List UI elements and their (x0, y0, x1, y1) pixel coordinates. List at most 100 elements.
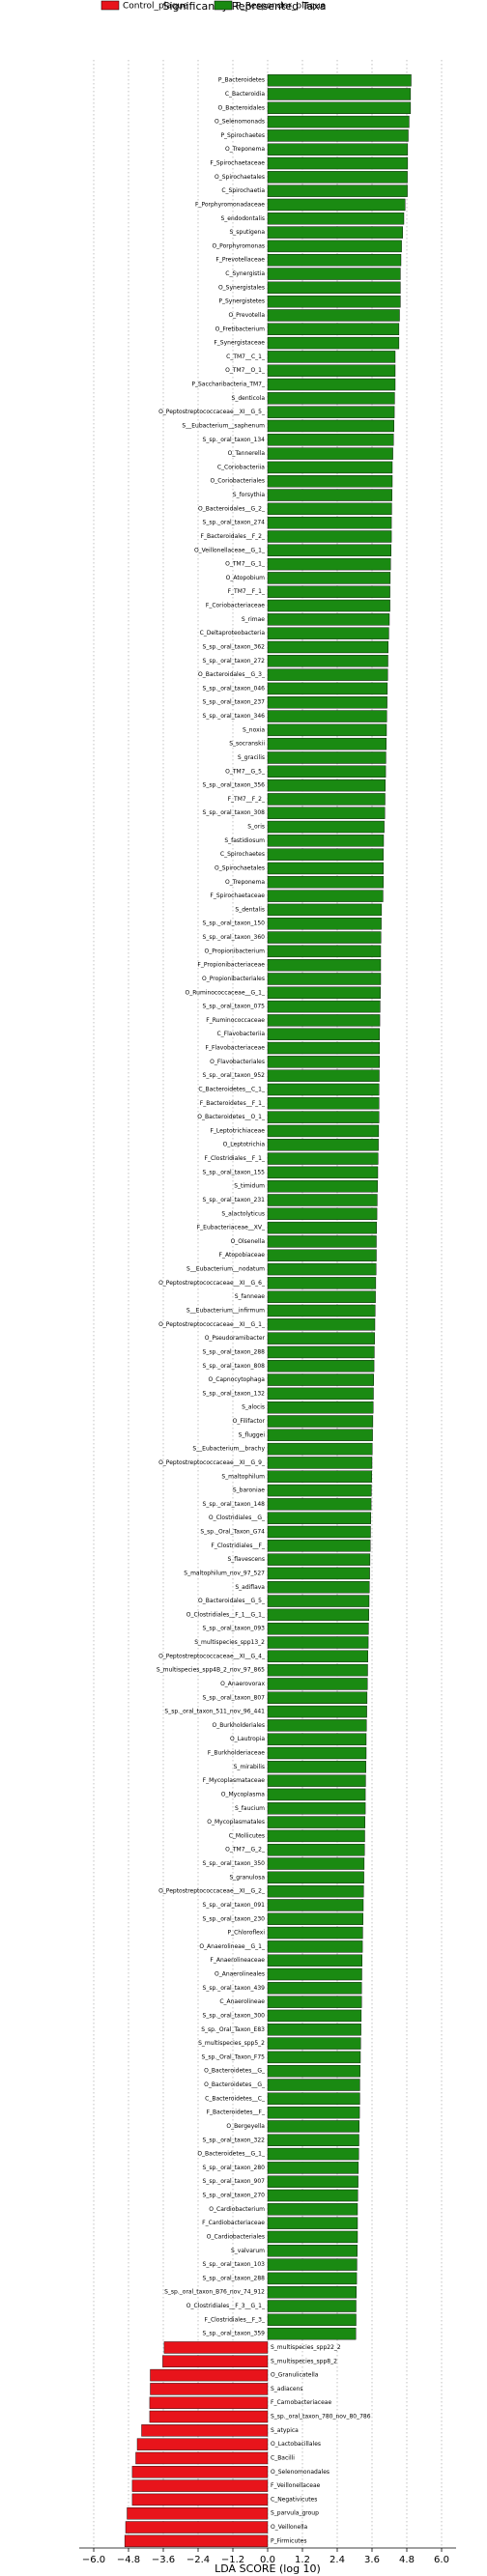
bar (163, 2341, 269, 2354)
bar (267, 1940, 363, 1953)
bar (267, 351, 396, 363)
bar (267, 336, 400, 350)
bar (267, 862, 384, 875)
bar-label: P_Spirochaetes (220, 132, 265, 139)
bar (267, 1843, 365, 1856)
bar-label: P_Synergistetes (218, 298, 265, 305)
bar-label: S_multispecies_spp22_2 (271, 2344, 341, 2351)
bar-label: S_sp._Oral_Taxon_E83 (201, 2026, 265, 2033)
bar (267, 1111, 380, 1123)
bar (267, 945, 382, 958)
bar (267, 1373, 375, 1386)
bar-label: S_timidum (234, 1183, 265, 1190)
bar (267, 903, 383, 917)
bar (267, 682, 388, 695)
bar-label: O_Lautropia (230, 1736, 265, 1742)
bar (267, 1829, 365, 1843)
bar (267, 1401, 374, 1414)
bar (267, 585, 390, 598)
x-tick-label: 3.6 (364, 2555, 380, 2565)
bar (267, 737, 387, 750)
bar-label: S_alactolyticus (221, 1210, 265, 1217)
bar (267, 1277, 377, 1289)
bar-label: S__Eubacterium__nodatum (186, 1266, 265, 1273)
bar (267, 1996, 362, 2008)
x-tick-label: −6.0 (82, 2555, 105, 2565)
bar (267, 1774, 366, 1787)
bar-label: S_valvarum (231, 2248, 265, 2254)
bar (267, 1139, 379, 1151)
bar (267, 2106, 360, 2119)
bar (267, 655, 388, 667)
bar (267, 1899, 364, 1911)
bar (267, 101, 412, 114)
bar (267, 723, 387, 737)
bar-label: S_sp._oral_taxon_091 (203, 1902, 266, 1909)
bar-label: S_sp._oral_taxon_350 (203, 1860, 266, 1867)
bar (267, 778, 387, 792)
bar-label: O_Bacteroidales__G_5_ (198, 1598, 266, 1604)
bar (150, 2383, 269, 2395)
bar (267, 2037, 361, 2050)
bar-label: S_multispecies_spp4B_2_nov_97_865 (157, 1667, 265, 1674)
bar (267, 378, 396, 391)
bar-label: O_Bacteroidales__G_2_ (198, 505, 266, 512)
bar (267, 73, 412, 87)
bar (267, 447, 393, 460)
bar-label: O_Pseudoramibacter (205, 1335, 266, 1342)
bar-label: P_Firmicutes (271, 2537, 306, 2544)
bar (267, 2024, 361, 2036)
bar-label: S_sp._oral_taxon_288 (203, 2275, 266, 2281)
bar (267, 2300, 357, 2312)
bar (267, 1884, 364, 1898)
x-tick-label: 6.0 (434, 2555, 449, 2565)
bar-label: O_Bacteroidales (217, 104, 265, 111)
bar (267, 2203, 358, 2216)
bar-label: F_Mycoplasmataceae (203, 1777, 266, 1784)
bar-label: F_Atopobiaceae (219, 1252, 266, 1259)
bar (267, 1470, 372, 1483)
bar (131, 2479, 269, 2492)
bar-label: S_fanneae (235, 1293, 266, 1300)
bar-label: C_Bacteroidia (225, 91, 265, 98)
bar-label: O_Propionibacteriales (202, 976, 265, 982)
bar (267, 2258, 358, 2271)
bar-label: O_Anaerolineae__G_1_ (199, 1943, 266, 1950)
bar-label: S_sp._oral_taxon_274 (203, 520, 266, 526)
bar-label: O_Veillonella (271, 2524, 308, 2531)
bar-label: F_Flavobacteriaceae (206, 1045, 266, 1052)
bar-label: C_TM7__C_1_ (226, 354, 266, 360)
bar-label: S_mirabilis (234, 1764, 265, 1770)
bar-label: O_Peptostreptococcaceae__XI__G_5_ (158, 409, 266, 415)
bar-label: O_Treponema (225, 879, 265, 886)
bar-label: S_sp._oral_taxon_780_nov_80_786 (271, 2414, 371, 2420)
bar-label: O_Bacteroidetes__O_1_ (197, 1114, 266, 1120)
bar (267, 1000, 381, 1013)
bar (267, 406, 395, 418)
bar (267, 516, 392, 529)
bar-label: S_sp._oral_taxon_148 (203, 1501, 266, 1508)
bar (267, 613, 390, 626)
bar (267, 2162, 359, 2174)
bar (267, 1954, 363, 1967)
bar-label: S_sp._oral_taxon_150 (203, 920, 266, 927)
bar (267, 1028, 381, 1040)
bar (267, 295, 401, 308)
bar (267, 1235, 377, 1248)
bar (267, 751, 387, 764)
bar (267, 1194, 378, 1206)
bar-label: C_Coriobacteriia (217, 464, 265, 470)
bar (267, 475, 393, 488)
bar (267, 1207, 378, 1221)
x-tick-label: 2.4 (329, 2555, 345, 2565)
legend-swatch (214, 0, 233, 11)
bar-label: O_Flavobacteriales (210, 1059, 265, 1065)
bar (267, 502, 392, 516)
bar-label: O_Lactobacillales (271, 2441, 321, 2448)
bar-label: S_sp._oral_taxon_093 (203, 1626, 266, 1632)
bar (267, 156, 409, 170)
bar-label: F_Prevotellaceae (215, 257, 265, 264)
bar (267, 2327, 357, 2340)
bar-label: O_Clostridiales__F_3__G_1_ (186, 2303, 266, 2309)
